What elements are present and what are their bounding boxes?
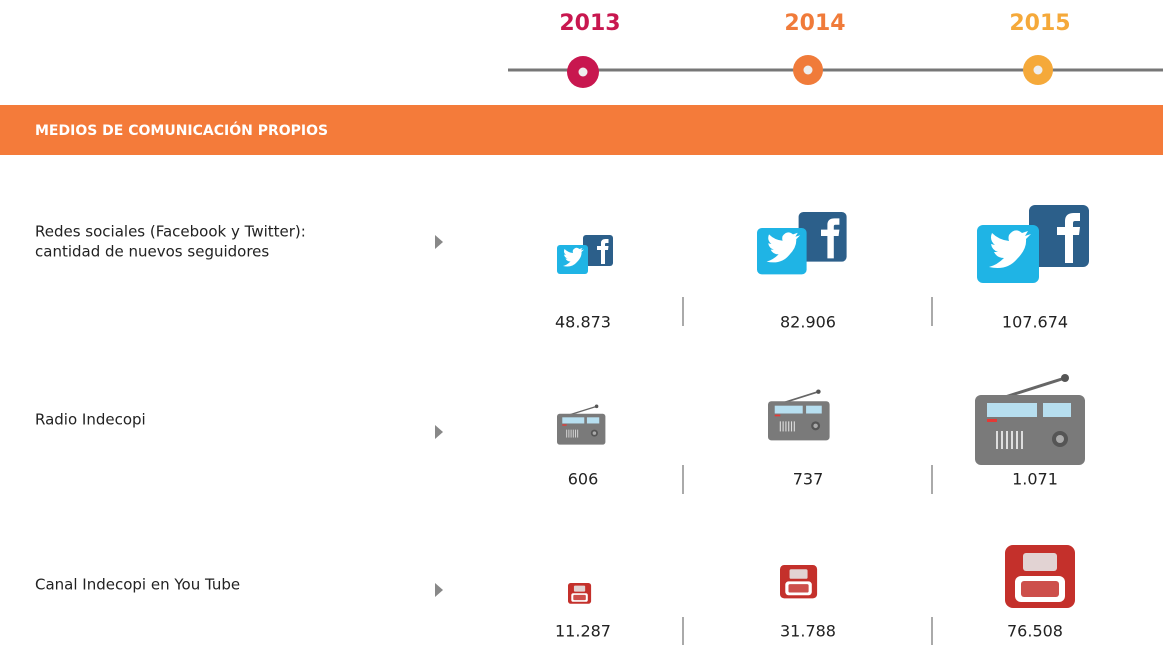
row-label: Radio Indecopi <box>35 411 146 429</box>
row-label: Redes sociales (Facebook y Twitter): <box>35 223 306 241</box>
year: 2013 <box>559 11 620 36</box>
arrow <box>435 425 443 439</box>
section-title: MEDIOS DE COMUNICACIÓN PROPIOS <box>35 121 328 139</box>
social-icon <box>557 235 613 274</box>
social-icon <box>757 212 847 275</box>
radio-icon <box>767 388 831 442</box>
youtube-icon <box>568 583 592 604</box>
year: 2015 <box>1009 11 1070 36</box>
youtube-icon <box>1005 545 1075 608</box>
section-band <box>0 105 1163 155</box>
value: 11.287 <box>555 622 611 641</box>
value: 31.788 <box>780 622 836 641</box>
value: 107.674 <box>1002 313 1068 332</box>
value: 606 <box>568 470 599 489</box>
value: 48.873 <box>555 313 611 332</box>
arrow <box>435 583 443 597</box>
row-label: Canal Indecopi en You Tube <box>35 576 240 594</box>
year: 2014 <box>784 11 845 36</box>
row-label: cantidad de nuevos seguidores <box>35 243 269 261</box>
value: 1.071 <box>1012 470 1058 489</box>
radio-icon <box>556 403 607 446</box>
value: 76.508 <box>1007 622 1063 641</box>
social-icon <box>977 205 1089 283</box>
youtube-icon <box>780 565 818 599</box>
value: 737 <box>793 470 824 489</box>
radio-icon <box>973 372 1087 467</box>
value: 82.906 <box>780 313 836 332</box>
arrow <box>435 235 443 249</box>
